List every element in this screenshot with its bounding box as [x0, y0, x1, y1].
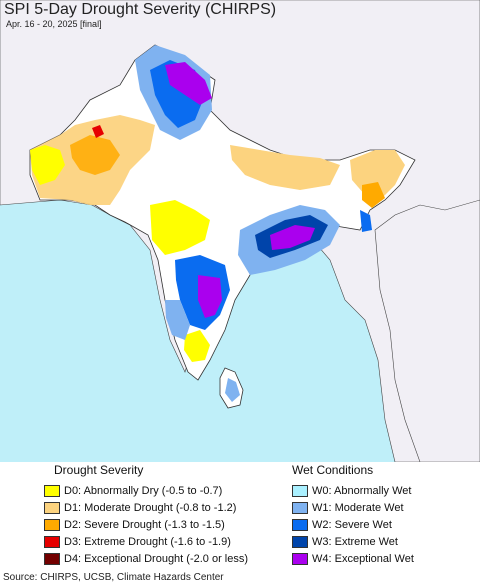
- map-svg: [0, 0, 480, 462]
- legend-label-w2: W2: Severe Wet: [312, 519, 392, 531]
- legend-item-w2: W2: Severe Wet: [292, 517, 472, 533]
- legend-swatch-d4: [44, 553, 60, 565]
- d3-spot: [92, 125, 104, 138]
- drought-legend-heading: Drought Severity: [54, 463, 144, 477]
- legend-label-w1: W1: Moderate Wet: [312, 502, 404, 514]
- legend-swatch-w2: [292, 519, 308, 531]
- legend-swatch-d0: [44, 485, 60, 497]
- map-title: SPI 5-Day Drought Severity (CHIRPS): [4, 1, 277, 18]
- d2-northeast: [362, 182, 385, 208]
- legend-label-w4: W4: Exceptional Wet: [312, 553, 414, 565]
- legend-swatch-w1: [292, 502, 308, 514]
- legend-label-d0: D0: Abnormally Dry (-0.5 to -0.7): [64, 485, 223, 497]
- legend-item-d3: D3: Extreme Drought (-1.6 to -1.9): [44, 534, 284, 550]
- legend-swatch-d2: [44, 519, 60, 531]
- legend-swatch-d3: [44, 536, 60, 548]
- legend-swatch-w3: [292, 536, 308, 548]
- d2-pakistan: [70, 135, 120, 175]
- source-credit: Source: CHIRPS, UCSB, Climate Hazards Ce…: [3, 572, 224, 583]
- w4-east: [270, 225, 315, 250]
- legend-item-w3: W3: Extreme Wet: [292, 534, 472, 550]
- wet-legend-heading: Wet Conditions: [292, 463, 374, 477]
- w1-southwest: [165, 300, 190, 340]
- wet-legend: Wet Conditions W0: Abnormally Wet W1: Mo…: [292, 463, 472, 568]
- d1-gangetic: [230, 145, 340, 190]
- d0-sindh: [30, 145, 65, 185]
- w4-north: [165, 62, 212, 105]
- neighbor-land-east: [374, 199, 480, 462]
- legend-item-w1: W1: Moderate Wet: [292, 500, 472, 516]
- legend-item-d0: D0: Abnormally Dry (-0.5 to -0.7): [44, 483, 284, 499]
- legend-item-w4: W4: Exceptional Wet: [292, 551, 472, 567]
- w2-bangladesh: [360, 210, 372, 232]
- legend-label-d4: D4: Exceptional Drought (-2.0 or less): [64, 553, 249, 565]
- legend-label-d3: D3: Extreme Drought (-1.6 to -1.9): [64, 536, 231, 548]
- w4-south: [198, 275, 222, 318]
- legend-label-d1: D1: Moderate Drought (-0.8 to -1.2): [64, 502, 237, 514]
- drought-legend: Drought Severity D0: Abnormally Dry (-0.…: [44, 463, 284, 568]
- legend-swatch-w4: [292, 553, 308, 565]
- legend-label-w3: W3: Extreme Wet: [312, 536, 398, 548]
- legend-item-d2: D2: Severe Drought (-1.3 to -1.5): [44, 517, 284, 533]
- legend-label-w0: W0: Abnormally Wet: [312, 485, 412, 497]
- legend-item-d4: D4: Exceptional Drought (-2.0 or less): [44, 551, 284, 567]
- d0-central: [150, 200, 210, 255]
- drought-map: SPI 5-Day Drought Severity (CHIRPS) Apr.…: [0, 0, 480, 462]
- w1-srilanka: [225, 378, 240, 402]
- legend-item-d1: D1: Moderate Drought (-0.8 to -1.2): [44, 500, 284, 516]
- map-subtitle: Apr. 16 - 20, 2025 [final]: [6, 19, 102, 29]
- d0-south: [184, 330, 210, 362]
- legend-swatch-w0: [292, 485, 308, 497]
- legend-item-w0: W0: Abnormally Wet: [292, 483, 472, 499]
- legend-label-d2: D2: Severe Drought (-1.3 to -1.5): [64, 519, 225, 531]
- legend-swatch-d1: [44, 502, 60, 514]
